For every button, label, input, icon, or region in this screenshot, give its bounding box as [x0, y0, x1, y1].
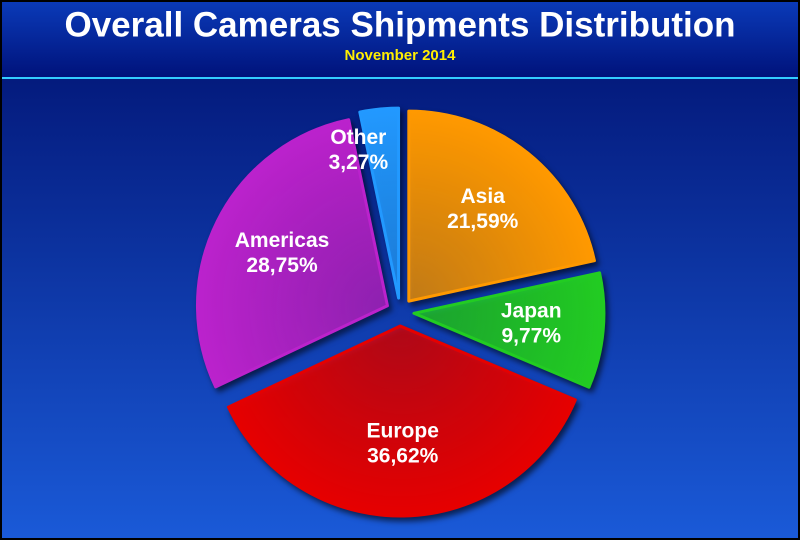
- slice-value-label: 28,75%: [246, 254, 318, 277]
- slice-value-label: 9,77%: [501, 325, 561, 348]
- slice-value-label: 21,59%: [447, 210, 519, 233]
- pie-slice: [358, 106, 401, 300]
- slice-label: Other: [330, 126, 386, 149]
- pie-slice: [407, 109, 596, 303]
- slice-label: Americas: [235, 229, 330, 252]
- header: [2, 2, 798, 78]
- chart-title: Overall Cameras Shipments Distribution: [64, 5, 735, 44]
- slice-value-label: 3,27%: [329, 151, 389, 174]
- pie-slice: [226, 324, 577, 518]
- pie-slice: [196, 118, 389, 389]
- slice-label: Asia: [461, 185, 506, 208]
- slice-label: Japan: [501, 300, 562, 323]
- pie-slice: [412, 271, 606, 389]
- slice-label: Europe: [367, 419, 439, 442]
- slice-value-label: 36,62%: [367, 444, 439, 467]
- chart-subtitle: November 2014: [345, 47, 457, 64]
